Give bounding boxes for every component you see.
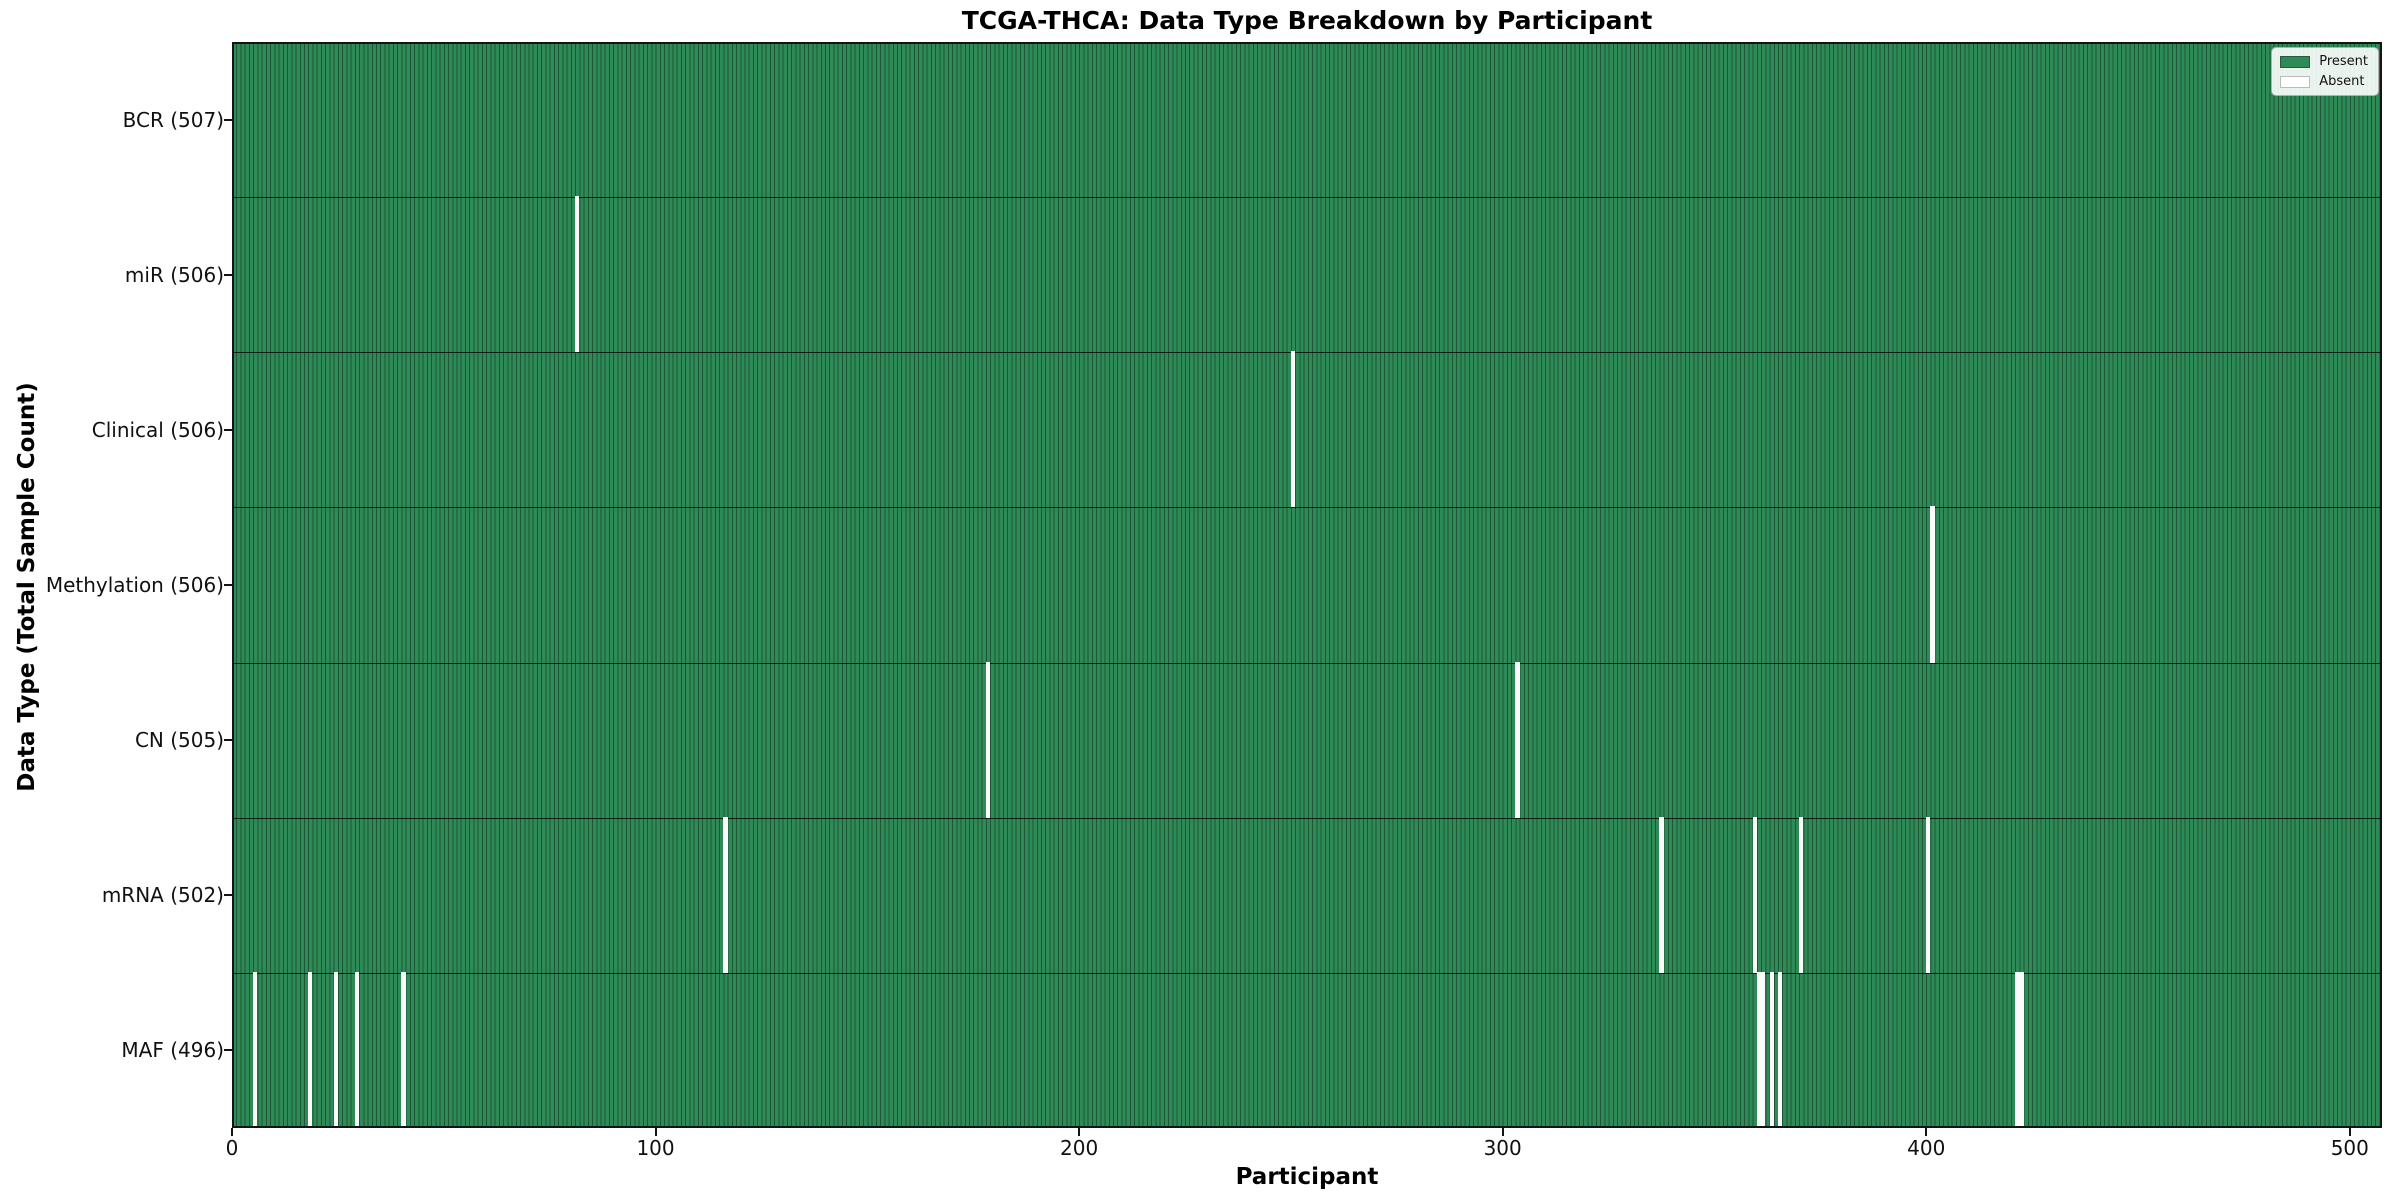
y-tick-mark (224, 1049, 232, 1052)
y-axis-label: Data Type (Total Sample Count) (14, 382, 40, 792)
absent-gap (1659, 816, 1664, 973)
legend-label: Present (2319, 54, 2368, 69)
legend-swatch-absent (2280, 75, 2311, 88)
absent-gap (985, 661, 991, 818)
chart-title: TCGA-THCA: Data Type Breakdown by Partic… (961, 6, 1653, 35)
y-tick-mark (224, 428, 232, 431)
absent-gap (1752, 816, 1757, 973)
absent-gap (253, 971, 258, 1128)
x-tick-mark (2348, 1128, 2351, 1136)
x-tick-mark (231, 1128, 233, 1136)
row-divider (232, 507, 2382, 509)
absent-gap (333, 971, 338, 1128)
data-type-row-clinical (232, 352, 2382, 508)
absent-gap (723, 816, 728, 973)
data-type-row-methylation (232, 507, 2382, 663)
y-tick-mark (224, 584, 232, 586)
row-divider (232, 662, 2382, 664)
absent-gap (2015, 971, 2024, 1128)
y-tick-mark (224, 739, 232, 742)
absent-gap (354, 971, 360, 1128)
x-tick-mark (654, 1128, 657, 1136)
x-tick-mark (1078, 1128, 1081, 1136)
absent-gap (1930, 506, 1935, 663)
absent-gap (1799, 816, 1804, 973)
legend-item-absent: Absent (2280, 74, 2368, 89)
data-type-row-maf (232, 972, 2382, 1128)
legend: Present Absent (2271, 47, 2379, 96)
absent-gap (575, 196, 580, 353)
y-tick-label: mRNA (502) (101, 883, 224, 908)
x-axis-label: Participant (1235, 1164, 1379, 1190)
y-tick-mark (224, 894, 232, 897)
data-type-row-cn (232, 662, 2382, 818)
y-tick-mark (224, 118, 232, 121)
absent-gap (1926, 816, 1931, 973)
row-divider (232, 817, 2382, 819)
legend-label: Absent (2319, 74, 2365, 89)
x-tick-mark (1501, 1128, 1504, 1136)
data-type-row-bcr (232, 42, 2382, 198)
absent-gap (1515, 661, 1520, 818)
data-type-row-mrna (232, 817, 2382, 973)
x-tick-label: 200 (1060, 1136, 1099, 1160)
y-tick-label: Methylation (506) (45, 573, 224, 597)
y-tick-label: miR (506) (124, 262, 224, 287)
y-tick-label: CN (505) (134, 728, 224, 753)
data-type-row-mir (232, 197, 2382, 353)
x-tick-mark (1925, 1128, 1928, 1136)
row-divider (232, 352, 2382, 354)
y-tick-label: MAF (496) (121, 1038, 224, 1063)
absent-gap (1756, 971, 1766, 1128)
legend-swatch-present (2280, 55, 2311, 68)
plot-area (232, 42, 2382, 1128)
absent-gap (308, 971, 313, 1128)
x-tick-label: 100 (636, 1136, 675, 1160)
x-tick-label: 0 (225, 1136, 239, 1160)
absent-gap (401, 971, 406, 1128)
legend-items: Present Absent (2280, 54, 2368, 89)
y-tick-label: BCR (507) (122, 107, 224, 132)
x-tick-label: 400 (1907, 1136, 1946, 1160)
absent-gap (1769, 971, 1774, 1128)
row-divider (232, 972, 2382, 974)
y-tick-label: Clinical (506) (91, 417, 224, 442)
x-tick-label: 500 (2330, 1136, 2369, 1160)
x-tick-label: 300 (1483, 1136, 1522, 1160)
absent-gap (1778, 971, 1783, 1128)
absent-gap (1290, 351, 1296, 508)
legend-item-present: Present (2280, 54, 2368, 69)
row-divider (232, 197, 2382, 199)
y-tick-mark (224, 273, 232, 276)
